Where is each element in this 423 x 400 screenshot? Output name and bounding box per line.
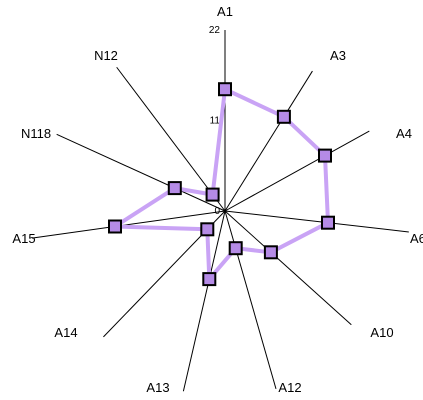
spoke-a15 [31,210,226,239]
radar-spokes [31,30,409,392]
data-point-a3 [276,109,291,124]
radar-tick-labels: 0 11 22 [209,25,221,217]
tick-label-11: 11 [210,116,221,127]
spoke-a6 [224,210,409,233]
spoke-a3 [224,70,313,212]
radar-axis-labels: A1 A3 A4 A6 A10 A12 A13 A14 A15 N118 N12 [12,4,423,395]
axis-label-a15: A15 [12,231,35,246]
spoke-a12 [224,210,277,389]
axis-label-a1: A1 [217,4,233,19]
data-point-a15 [108,219,122,234]
axis-label-a4: A4 [396,126,412,141]
radar-markers [108,82,335,287]
spoke-a4 [224,130,370,212]
tick-label-22: 22 [209,25,221,36]
axis-label-n118: N118 [21,126,51,141]
data-point-a12 [228,241,243,256]
data-point-a14 [200,222,215,237]
spoke-a13 [182,210,226,392]
data-point-a1 [218,82,232,97]
data-point-a4 [318,148,332,163]
data-point-a6 [321,215,335,230]
data-point-a10 [263,245,278,260]
data-point-n118 [167,181,182,196]
series-line-0 [113,87,330,282]
spoke-n12 [116,66,226,212]
tick-label-0: 0 [214,206,220,217]
spoke-a10 [224,210,352,326]
data-point-n12 [205,187,220,202]
axis-label-n12: N12 [94,48,118,63]
axis-label-a13: A13 [146,380,169,395]
spoke-n118 [56,133,226,212]
axis-label-a3: A3 [330,48,346,63]
axis-label-a6: A6 [410,231,423,246]
radar-series [113,87,330,282]
axis-label-a14: A14 [54,325,77,340]
data-point-a13 [202,272,217,287]
axis-label-a12: A12 [278,380,301,395]
axis-label-a10: A10 [370,325,393,340]
